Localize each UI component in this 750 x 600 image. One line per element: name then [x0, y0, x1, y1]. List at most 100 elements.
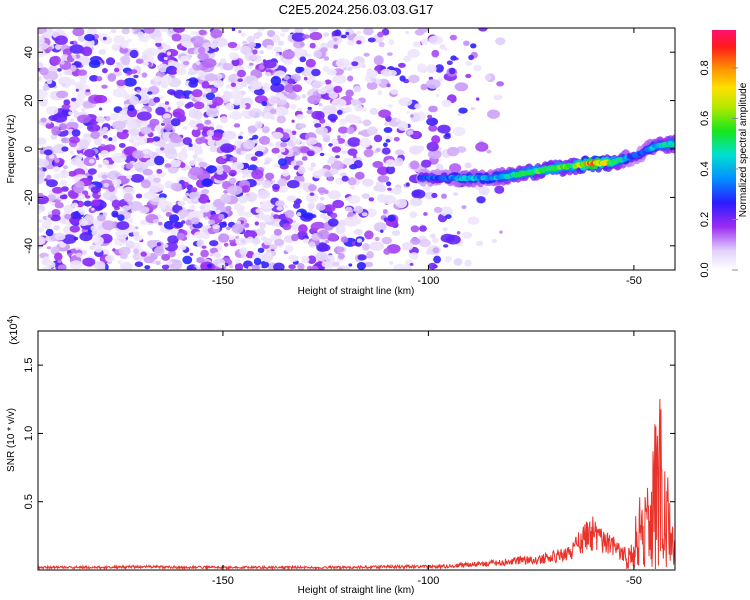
noise-speckle: [335, 155, 340, 159]
noise-speckle: [140, 126, 152, 135]
noise-speckle: [354, 171, 365, 180]
noise-speckle: [245, 229, 250, 233]
noise-speckle: [305, 58, 316, 68]
noise-speckle: [126, 175, 132, 179]
noise-speckle: [296, 114, 305, 120]
chart-title: C2E5.2024.256.03.03.G17: [279, 2, 434, 17]
noise-speckle: [238, 195, 248, 204]
noise-speckle: [476, 240, 484, 247]
noise-speckle: [397, 121, 409, 131]
noise-speckle: [345, 206, 353, 212]
noise-speckle: [38, 49, 46, 58]
noise-speckle: [290, 135, 296, 140]
noise-speckle: [383, 127, 393, 133]
noise-speckle: [445, 214, 452, 220]
noise-speckle: [318, 244, 331, 252]
noise-speckle: [245, 250, 255, 259]
noise-speckle: [227, 185, 243, 196]
noise-speckle: [222, 155, 227, 159]
noise-speckle: [201, 81, 210, 90]
noise-speckle: [499, 230, 503, 234]
noise-speckle: [273, 46, 283, 53]
noise-speckle: [173, 111, 181, 117]
noise-speckle: [280, 142, 288, 148]
noise-speckle: [125, 240, 135, 249]
noise-speckle: [164, 101, 170, 105]
noise-speckle: [155, 106, 166, 116]
noise-speckle: [85, 38, 95, 48]
noise-speckle: [291, 32, 306, 42]
snr-xtick-label: -100: [417, 575, 439, 587]
noise-speckle: [133, 248, 139, 255]
noise-speckle: [59, 194, 67, 200]
noise-speckle: [185, 192, 190, 197]
noise-speckle: [126, 38, 132, 43]
noise-speckle: [190, 217, 200, 225]
noise-speckle: [441, 99, 452, 107]
noise-speckle: [239, 247, 248, 256]
noise-speckle: [346, 126, 355, 135]
noise-speckle: [205, 88, 212, 94]
noise-speckle: [309, 192, 315, 196]
noise-speckle: [377, 31, 384, 38]
noise-speckle: [70, 150, 75, 155]
noise-speckle: [367, 37, 376, 43]
noise-speckle: [470, 43, 477, 49]
noise-speckle: [211, 132, 223, 141]
noise-speckle: [82, 257, 96, 267]
noise-speckle: [434, 64, 444, 73]
noise-speckle: [433, 206, 443, 213]
noise-speckle: [319, 152, 325, 157]
noise-speckle: [240, 254, 246, 259]
noise-speckle: [382, 209, 388, 214]
noise-speckle: [242, 40, 248, 45]
noise-speckle: [310, 265, 319, 270]
noise-speckle: [177, 209, 189, 218]
noise-speckle: [325, 240, 330, 244]
noise-speckle: [399, 75, 406, 82]
noise-speckle: [358, 131, 363, 135]
noise-speckle: [52, 186, 63, 194]
noise-speckle: [377, 175, 390, 183]
noise-speckle: [263, 237, 273, 246]
noise-speckle: [421, 38, 429, 46]
noise-speckle: [356, 40, 362, 45]
colorbar-label: Normalized spectral amplitude: [738, 82, 749, 217]
noise-speckle: [127, 104, 135, 112]
noise-speckle: [195, 137, 204, 145]
noise-speckle: [293, 202, 301, 209]
noise-speckle: [152, 76, 163, 83]
noise-speckle: [268, 95, 279, 105]
noise-speckle: [95, 156, 100, 161]
noise-speckle: [167, 89, 176, 95]
noise-speckle: [468, 54, 474, 61]
noise-speckle: [258, 64, 265, 70]
noise-speckle: [152, 136, 161, 142]
noise-speckle: [461, 205, 467, 210]
noise-speckle: [147, 91, 153, 95]
noise-speckle: [173, 28, 185, 33]
noise-speckle: [381, 236, 393, 245]
noise-speckle: [206, 165, 217, 174]
noise-speckle: [442, 227, 448, 232]
noise-speckle: [417, 28, 429, 33]
noise-speckle: [83, 200, 92, 207]
noise-speckle: [308, 28, 319, 33]
noise-speckle: [493, 94, 503, 101]
noise-speckle: [182, 255, 193, 265]
noise-speckle: [426, 64, 437, 74]
noise-speckle: [78, 139, 90, 150]
noise-speckle: [96, 76, 103, 82]
noise-speckle: [464, 162, 472, 169]
noise-speckle: [354, 205, 364, 214]
noise-speckle: [470, 107, 476, 111]
noise-speckle: [292, 84, 303, 93]
noise-speckle: [373, 222, 387, 233]
noise-speckle: [204, 119, 212, 125]
noise-speckle: [57, 264, 67, 270]
noise-speckle: [134, 261, 144, 268]
snr-series-line: [38, 398, 675, 570]
noise-speckle: [95, 154, 99, 158]
noise-speckle: [240, 45, 252, 55]
noise-speckle: [53, 173, 61, 179]
